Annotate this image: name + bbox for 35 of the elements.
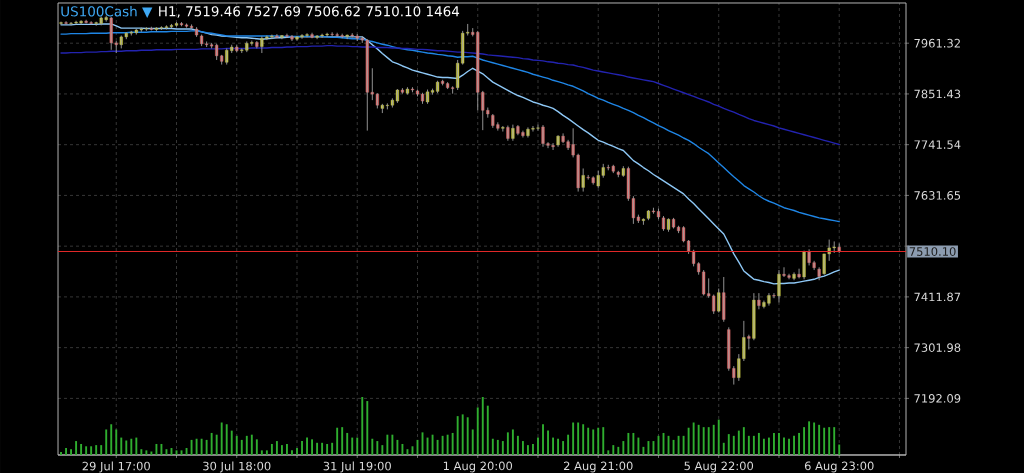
candlestick <box>501 125 505 132</box>
candlestick <box>621 165 625 178</box>
candlestick <box>275 33 279 39</box>
y-tick-label: 7961.32 <box>914 38 960 48</box>
candlestick <box>722 276 726 323</box>
y-tick-label: 7411.87 <box>914 292 961 302</box>
candlestick <box>641 217 645 226</box>
candlestick <box>717 288 721 313</box>
candlestick <box>235 44 239 53</box>
candlestick <box>646 209 650 221</box>
y-tick-label: 7741.54 <box>914 140 961 149</box>
x-tick-label: 1 Aug 20:00 <box>443 461 513 473</box>
candlestick <box>400 87 404 95</box>
y-tick-label: 7851.43 <box>914 89 961 99</box>
chart-title: US100Cash ▼ <box>61 6 153 18</box>
candlestick <box>772 292 776 299</box>
y-tick-label: 7192.09 <box>914 394 961 403</box>
ref-line-label: 7510.10 <box>909 247 956 256</box>
candlestick <box>666 217 671 233</box>
x-tick-label: 29 Jul 17:00 <box>82 461 150 473</box>
chart-subtitle: H1, 7519.46 7527.69 7506.62 7510.10 1464 <box>159 6 460 18</box>
y-tick-label: 7301.98 <box>914 343 961 352</box>
candlestick <box>405 86 410 96</box>
x-tick-label: 2 Aug 21:00 <box>563 461 633 473</box>
candlestick <box>581 168 585 193</box>
candlestick <box>651 207 656 215</box>
x-tick-label: 6 Aug 23:00 <box>804 461 874 473</box>
candlestick <box>345 34 349 40</box>
candlestick <box>661 215 666 232</box>
x-tick-label: 31 Jul 19:00 <box>323 461 391 473</box>
x-tick-label: 30 Jul 18:00 <box>203 461 271 473</box>
y-tick-label: 7631.65 <box>914 191 961 200</box>
candlestick <box>255 40 259 49</box>
x-tick-label: 5 Aug 22:00 <box>684 461 754 473</box>
candlestick <box>616 170 620 178</box>
